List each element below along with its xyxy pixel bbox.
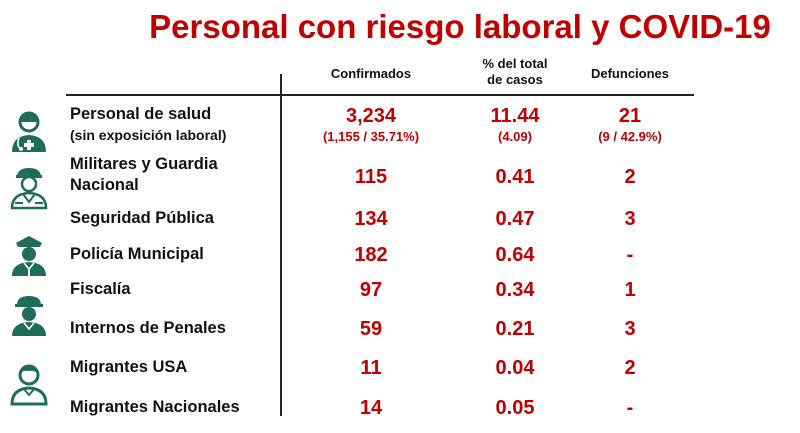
row-label: Migrantes USA [70, 358, 188, 376]
cell-confirmados: 59 [359, 318, 383, 340]
soldier-icon [10, 168, 48, 210]
cell-confirmados: 134 [354, 208, 388, 230]
cell-defunciones-value: 21 [618, 105, 642, 127]
cell-defunciones: 21 (9 / 42.9%) [568, 104, 692, 145]
page-title: Personal con riesgo laboral y COVID-19 [149, 8, 771, 45]
cell-confirmados-value: 3,234 [345, 105, 397, 127]
row-sublabel-text: (sin exposición laboral) [70, 127, 227, 143]
guard-icon [12, 296, 46, 336]
cell-porcentaje: 0.04 [495, 357, 535, 379]
cell-confirmados: 115 [354, 166, 388, 188]
cell-confirmados: 11 [360, 357, 382, 379]
row-label: Policía Municipal [70, 245, 204, 263]
cell-porcentaje: 0.34 [495, 279, 535, 301]
cell-porcentaje: 0.64 [495, 244, 535, 266]
column-divider [280, 74, 282, 416]
cell-porcentaje-sub: (4.09) [498, 129, 532, 144]
migrant-icon [10, 364, 48, 406]
header-divider [66, 94, 694, 96]
row-label-text: Personal de salud [70, 105, 212, 123]
cell-confirmados: 14 [359, 397, 383, 419]
header-confirmados: Confirmados [330, 66, 412, 81]
cell-defunciones: 3 [624, 208, 636, 230]
cell-confirmados: 97 [359, 279, 383, 301]
header-porcentaje: % del total de casos [460, 56, 570, 88]
header-porcentaje-line1: % del total [482, 56, 548, 71]
cell-defunciones: - [626, 244, 634, 266]
header-defunciones: Defunciones [590, 66, 669, 81]
cell-defunciones: - [626, 397, 634, 419]
row-label: Personal de salud (sin exposición labora… [70, 104, 275, 146]
cell-porcentaje-value: 11.44 [490, 105, 540, 127]
cell-porcentaje: 0.47 [495, 208, 535, 230]
police-officer-icon [12, 236, 46, 276]
cell-defunciones: 1 [624, 279, 636, 301]
cell-defunciones: 3 [624, 318, 636, 340]
header-porcentaje-line2: de casos [487, 72, 543, 87]
cell-confirmados: 3,234 (1,155 / 35.71%) [296, 104, 446, 145]
cell-confirmados-sub: (1,155 / 35.71%) [322, 129, 420, 144]
row-label: Militares y Guardia Nacional [70, 155, 218, 194]
cell-defunciones-sub: (9 / 42.9%) [598, 129, 662, 144]
cell-defunciones: 2 [624, 166, 636, 188]
row-label: Internos de Penales [70, 319, 226, 337]
cell-confirmados: 182 [354, 244, 388, 266]
row-label: Migrantes Nacionales [70, 398, 240, 416]
cell-defunciones: 2 [624, 357, 636, 379]
cell-porcentaje: 11.44 (4.09) [460, 104, 570, 145]
cell-porcentaje: 0.21 [495, 318, 535, 340]
row-label: Fiscalía [70, 280, 131, 298]
row-label: Seguridad Pública [70, 209, 214, 227]
health-worker-icon [12, 111, 46, 152]
cell-porcentaje: 0.41 [495, 166, 535, 188]
cell-porcentaje: 0.05 [495, 397, 535, 419]
